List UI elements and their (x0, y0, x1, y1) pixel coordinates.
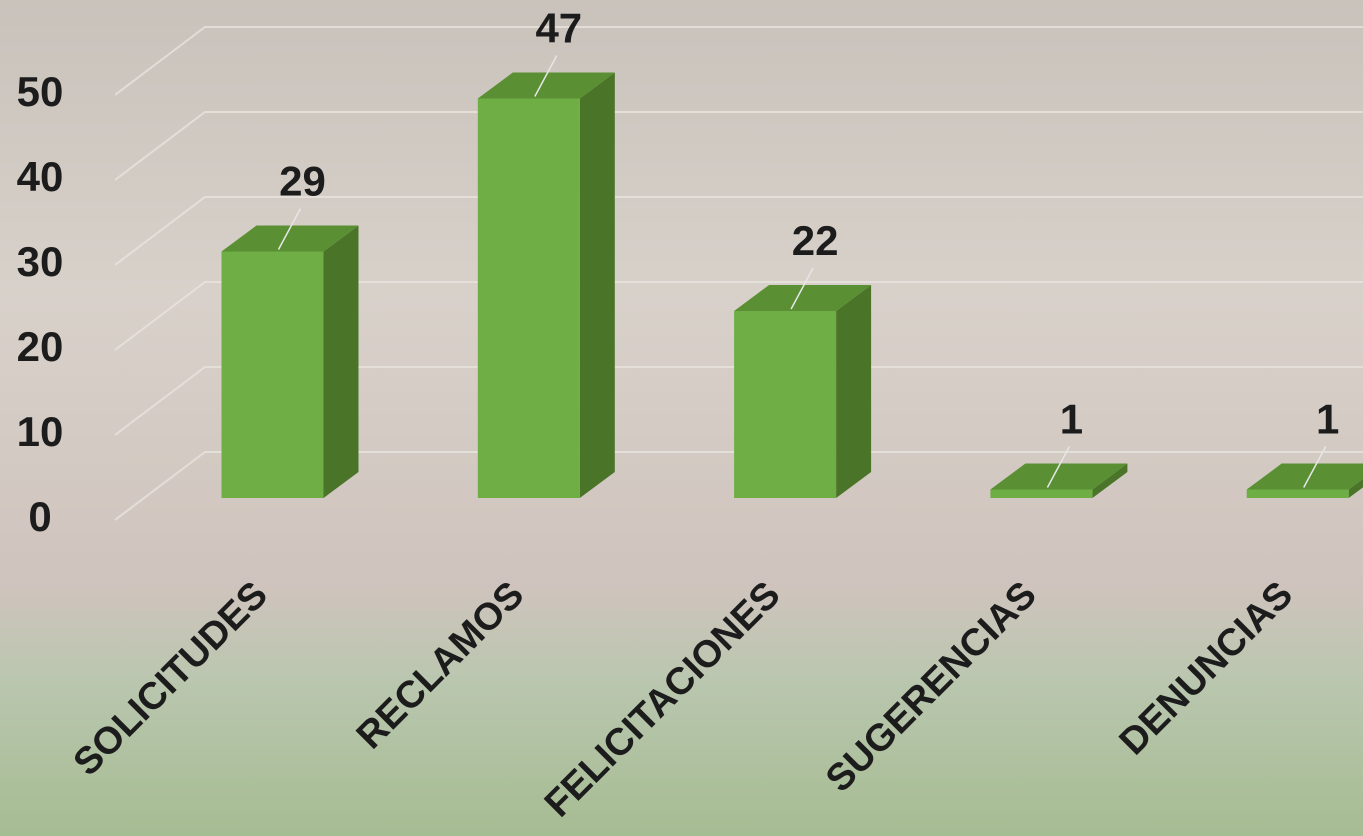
y-tick-label: 20 (17, 323, 64, 370)
bar-side (836, 285, 871, 498)
value-label: 1 (1316, 396, 1339, 443)
bar-side (580, 73, 615, 499)
bar (990, 490, 1092, 499)
chart: 01020304050SOLICITUDES29RECLAMOS47FELICI… (0, 0, 1363, 836)
bar (734, 311, 836, 498)
y-tick-label: 10 (17, 408, 64, 455)
bar (1247, 490, 1349, 499)
page: {"chart_data": {"type": "bar3d", "catego… (0, 0, 1363, 836)
y-tick-label: 40 (17, 153, 64, 200)
value-label: 1 (1060, 396, 1083, 443)
bar-side (324, 226, 359, 499)
value-label: 47 (535, 5, 582, 52)
bar (478, 99, 580, 499)
y-tick-label: 0 (28, 493, 51, 540)
value-label: 29 (279, 158, 326, 205)
value-label: 22 (792, 217, 839, 264)
y-tick-label: 50 (17, 68, 64, 115)
bar (222, 252, 324, 499)
y-tick-label: 30 (17, 238, 64, 285)
